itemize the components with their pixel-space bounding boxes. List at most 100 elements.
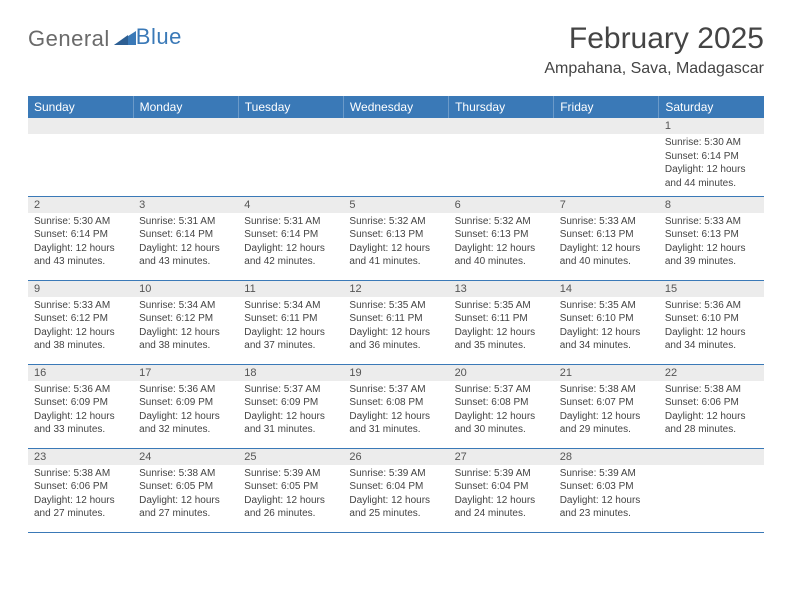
day-info: Sunrise: 5:38 AMSunset: 6:07 PMDaylight:… [554,381,659,441]
sunrise-text: Sunrise: 5:39 AM [349,467,442,481]
calendar-day-cell: 21Sunrise: 5:38 AMSunset: 6:07 PMDayligh… [554,364,659,448]
day-number: 10 [133,281,238,297]
calendar-day-cell: 26Sunrise: 5:39 AMSunset: 6:04 PMDayligh… [343,448,448,532]
header: General Blue February 2025 Ampahana, Sav… [28,22,764,78]
daylight-text: Daylight: 12 hours and 42 minutes. [244,242,337,269]
day-number: 14 [554,281,659,297]
weekday-header: Tuesday [238,96,343,118]
day-number [343,118,448,134]
day-number: 4 [238,197,343,213]
day-info: Sunrise: 5:30 AMSunset: 6:14 PMDaylight:… [659,134,764,194]
daylight-text: Daylight: 12 hours and 31 minutes. [244,410,337,437]
calendar-day-cell: 20Sunrise: 5:37 AMSunset: 6:08 PMDayligh… [449,364,554,448]
day-number: 12 [343,281,448,297]
sunrise-text: Sunrise: 5:34 AM [139,299,232,313]
calendar-day-cell: 7Sunrise: 5:33 AMSunset: 6:13 PMDaylight… [554,196,659,280]
day-info: Sunrise: 5:35 AMSunset: 6:10 PMDaylight:… [554,297,659,357]
calendar-day-cell: 2Sunrise: 5:30 AMSunset: 6:14 PMDaylight… [28,196,133,280]
sunset-text: Sunset: 6:04 PM [349,480,442,494]
sunrise-text: Sunrise: 5:37 AM [455,383,548,397]
calendar-day-cell: 1Sunrise: 5:30 AMSunset: 6:14 PMDaylight… [659,118,764,196]
calendar-week-row: 2Sunrise: 5:30 AMSunset: 6:14 PMDaylight… [28,196,764,280]
day-number: 5 [343,197,448,213]
day-info: Sunrise: 5:38 AMSunset: 6:05 PMDaylight:… [133,465,238,525]
sunset-text: Sunset: 6:11 PM [455,312,548,326]
sunrise-text: Sunrise: 5:36 AM [139,383,232,397]
daylight-text: Daylight: 12 hours and 41 minutes. [349,242,442,269]
sunset-text: Sunset: 6:12 PM [34,312,127,326]
calendar-day-cell: 3Sunrise: 5:31 AMSunset: 6:14 PMDaylight… [133,196,238,280]
day-info: Sunrise: 5:39 AMSunset: 6:05 PMDaylight:… [238,465,343,525]
sunrise-text: Sunrise: 5:38 AM [560,383,653,397]
sunrise-text: Sunrise: 5:39 AM [455,467,548,481]
day-number: 22 [659,365,764,381]
day-number: 21 [554,365,659,381]
calendar-day-cell: 11Sunrise: 5:34 AMSunset: 6:11 PMDayligh… [238,280,343,364]
day-number: 8 [659,197,764,213]
sunset-text: Sunset: 6:14 PM [34,228,127,242]
day-number [133,118,238,134]
sunset-text: Sunset: 6:10 PM [560,312,653,326]
sunrise-text: Sunrise: 5:33 AM [34,299,127,313]
sunset-text: Sunset: 6:13 PM [560,228,653,242]
calendar-day-cell [659,448,764,532]
weekday-header: Monday [133,96,238,118]
day-info: Sunrise: 5:38 AMSunset: 6:06 PMDaylight:… [659,381,764,441]
day-info: Sunrise: 5:36 AMSunset: 6:09 PMDaylight:… [28,381,133,441]
daylight-text: Daylight: 12 hours and 27 minutes. [34,494,127,521]
day-info: Sunrise: 5:34 AMSunset: 6:11 PMDaylight:… [238,297,343,357]
calendar-week-row: 1Sunrise: 5:30 AMSunset: 6:14 PMDaylight… [28,118,764,196]
day-info: Sunrise: 5:36 AMSunset: 6:09 PMDaylight:… [133,381,238,441]
day-number: 16 [28,365,133,381]
sunrise-text: Sunrise: 5:38 AM [665,383,758,397]
sunrise-text: Sunrise: 5:37 AM [244,383,337,397]
calendar-header-row: Sunday Monday Tuesday Wednesday Thursday… [28,96,764,118]
day-info: Sunrise: 5:39 AMSunset: 6:04 PMDaylight:… [449,465,554,525]
calendar-day-cell: 15Sunrise: 5:36 AMSunset: 6:10 PMDayligh… [659,280,764,364]
weekday-header: Sunday [28,96,133,118]
daylight-text: Daylight: 12 hours and 36 minutes. [349,326,442,353]
calendar-day-cell [238,118,343,196]
day-number: 28 [554,449,659,465]
day-number: 24 [133,449,238,465]
day-info: Sunrise: 5:32 AMSunset: 6:13 PMDaylight:… [343,213,448,273]
calendar-week-row: 9Sunrise: 5:33 AMSunset: 6:12 PMDaylight… [28,280,764,364]
day-number: 1 [659,118,764,134]
calendar-week-row: 23Sunrise: 5:38 AMSunset: 6:06 PMDayligh… [28,448,764,532]
sunset-text: Sunset: 6:11 PM [244,312,337,326]
sunset-text: Sunset: 6:05 PM [139,480,232,494]
daylight-text: Daylight: 12 hours and 32 minutes. [139,410,232,437]
sunrise-text: Sunrise: 5:35 AM [455,299,548,313]
sunrise-text: Sunrise: 5:33 AM [560,215,653,229]
day-info: Sunrise: 5:38 AMSunset: 6:06 PMDaylight:… [28,465,133,525]
calendar-day-cell [554,118,659,196]
sunrise-text: Sunrise: 5:31 AM [244,215,337,229]
calendar-day-cell: 4 Sunrise: 5:31 AMSunset: 6:14 PMDaylight… [238,196,343,280]
sunrise-text: Sunrise: 5:38 AM [34,467,127,481]
calendar-day-cell: 9Sunrise: 5:33 AMSunset: 6:12 PMDaylight… [28,280,133,364]
day-number: 20 [449,365,554,381]
sunrise-text: Sunrise: 5:39 AM [244,467,337,481]
day-info: Sunrise: 5:34 AMSunset: 6:12 PMDaylight:… [133,297,238,357]
daylight-text: Daylight: 12 hours and 28 minutes. [665,410,758,437]
sunset-text: Sunset: 6:09 PM [34,396,127,410]
weekday-header: Friday [554,96,659,118]
calendar-day-cell: 13Sunrise: 5:35 AMSunset: 6:11 PMDayligh… [449,280,554,364]
sunset-text: Sunset: 6:14 PM [665,150,758,164]
daylight-text: Daylight: 12 hours and 35 minutes. [455,326,548,353]
sunrise-text: Sunrise: 5:30 AM [34,215,127,229]
sunset-text: Sunset: 6:14 PM [244,228,337,242]
calendar-day-cell: 19Sunrise: 5:37 AMSunset: 6:08 PMDayligh… [343,364,448,448]
daylight-text: Daylight: 12 hours and 24 minutes. [455,494,548,521]
sunrise-text: Sunrise: 5:36 AM [34,383,127,397]
calendar-day-cell [133,118,238,196]
location: Ampahana, Sava, Madagascar [544,60,764,78]
sunrise-text: Sunrise: 5:32 AM [455,215,548,229]
calendar-week-row: 16Sunrise: 5:36 AMSunset: 6:09 PMDayligh… [28,364,764,448]
sunrise-text: Sunrise: 5:39 AM [560,467,653,481]
calendar-day-cell: 27Sunrise: 5:39 AMSunset: 6:04 PMDayligh… [449,448,554,532]
daylight-text: Daylight: 12 hours and 43 minutes. [139,242,232,269]
day-info: Sunrise: 5:39 AMSunset: 6:04 PMDaylight:… [343,465,448,525]
sunset-text: Sunset: 6:06 PM [34,480,127,494]
day-number: 15 [659,281,764,297]
